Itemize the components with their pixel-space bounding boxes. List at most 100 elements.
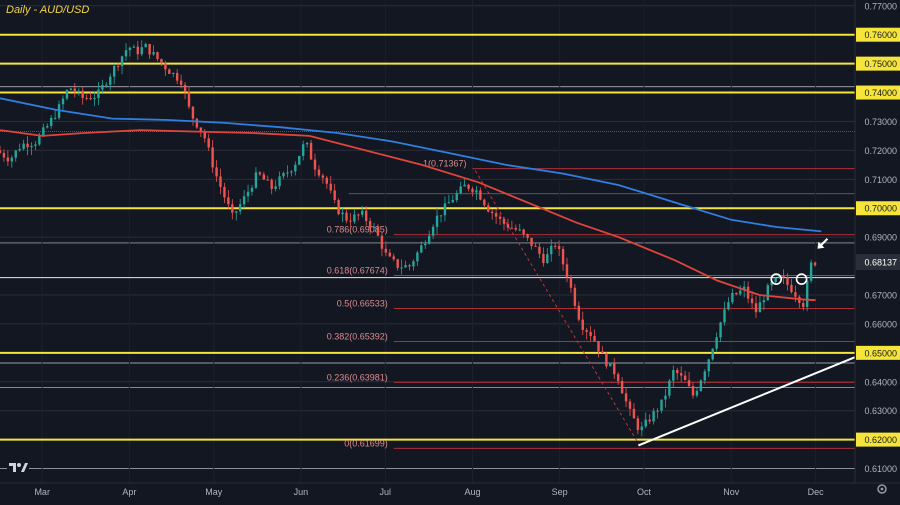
- candle-body: [207, 138, 210, 148]
- candle-body: [227, 197, 230, 205]
- candle-body: [656, 410, 659, 412]
- candle-body: [254, 172, 258, 188]
- candle-body: [644, 419, 647, 427]
- time-tick-label: Mar: [34, 487, 50, 497]
- candle-body: [132, 46, 136, 48]
- time-axis: Mar Apr May Jun Jul Aug Sep Oct Nov Dec: [0, 482, 900, 497]
- candle-body: [364, 210, 368, 222]
- candle-body: [565, 264, 569, 278]
- candle-body: [676, 370, 679, 374]
- candle-body: [628, 401, 632, 409]
- candle-body: [420, 245, 423, 253]
- candle-body: [2, 152, 6, 158]
- candle-body: [660, 399, 663, 411]
- key-level-tag: [856, 56, 900, 71]
- candle-body: [65, 90, 69, 99]
- candle-body: [762, 300, 766, 303]
- fib-level-label: 0.786(0.69085): [327, 225, 388, 235]
- candle-body: [0, 150, 2, 153]
- candle-body: [479, 190, 482, 200]
- candle-body: [278, 176, 281, 187]
- candle-body: [223, 186, 226, 198]
- candle-body: [534, 245, 537, 247]
- candle-body: [49, 117, 53, 126]
- candle-body: [368, 221, 372, 228]
- candle-body: [546, 254, 549, 264]
- swing-high-circle: [795, 273, 808, 285]
- candle-body: [522, 229, 525, 235]
- settings-gear-icon[interactable]: [877, 484, 887, 494]
- candle-body: [349, 220, 352, 222]
- candle-body: [703, 371, 707, 381]
- price-tick-label: 0.77000: [864, 1, 897, 11]
- candle-body: [203, 132, 206, 139]
- candle-body: [601, 351, 604, 354]
- candle-body: [329, 183, 332, 191]
- candle-body: [805, 280, 809, 307]
- candle-body: [85, 97, 88, 99]
- candle-body: [211, 147, 214, 168]
- fib-level-label: 0.5(0.66533): [337, 299, 388, 309]
- candle-body: [652, 411, 655, 422]
- candle-body: [333, 190, 336, 201]
- candle-body: [18, 149, 21, 151]
- candle-body: [687, 380, 691, 387]
- candle-body: [487, 205, 490, 212]
- candle-body: [561, 248, 565, 265]
- candle-body: [97, 89, 100, 99]
- annotations: [638, 238, 856, 447]
- candle-body: [679, 373, 683, 376]
- candle-body: [790, 284, 793, 293]
- candle-body: [754, 303, 758, 313]
- price-tick-label: 0.69000: [864, 233, 897, 243]
- candle-body: [506, 223, 510, 228]
- candle-body: [187, 91, 191, 107]
- price-tick-label: 0.71000: [864, 175, 897, 185]
- candle-body: [707, 359, 710, 372]
- candle-body: [719, 322, 722, 338]
- candle-body: [38, 135, 41, 145]
- candle-body: [731, 292, 734, 303]
- candle-body: [61, 98, 65, 105]
- fib-level-label: 0.236(0.63981): [327, 372, 388, 382]
- candle-body: [471, 188, 474, 193]
- price-axis: 0.77000 0.76000 0.75000 0.74000 0.73000 0.720…: [854, 0, 900, 500]
- candle-body: [490, 211, 494, 214]
- candle-body: [483, 199, 486, 206]
- key-level-tag-label: 0.76000: [864, 30, 897, 40]
- candle-body: [463, 184, 466, 187]
- candle-body: [439, 215, 443, 217]
- time-tick-label: Oct: [637, 487, 652, 497]
- candle-body: [128, 47, 132, 51]
- time-tick-label: Nov: [723, 487, 740, 497]
- candle-body: [357, 214, 360, 216]
- time-tick-label: Dec: [808, 487, 825, 497]
- candle-body: [770, 282, 773, 286]
- candle-body: [231, 204, 234, 213]
- candle-body: [341, 212, 344, 215]
- candle-body: [105, 84, 108, 86]
- candle-body: [514, 227, 518, 230]
- candle-body: [447, 202, 451, 204]
- candle-body: [518, 229, 521, 231]
- candle-body: [160, 59, 163, 64]
- price-tick-label: 0.67000: [864, 291, 897, 301]
- candle-body: [6, 157, 10, 162]
- candle-body: [786, 277, 789, 285]
- price-tick-label: 0.72000: [864, 146, 897, 156]
- candle-body: [152, 52, 155, 55]
- candle-body: [140, 47, 143, 55]
- candle-body: [475, 190, 478, 193]
- fib-level-label: 0.382(0.65392): [327, 332, 388, 342]
- candle-body: [711, 348, 714, 360]
- candle-body: [116, 65, 120, 67]
- current-price-tag: [856, 254, 900, 271]
- key-level-tag-label: 0.62000: [864, 435, 897, 445]
- candle-body: [321, 175, 325, 178]
- candle-body: [199, 127, 203, 133]
- candle-body: [632, 408, 636, 419]
- fib-level-label: 0(0.61699): [344, 438, 388, 448]
- moving-average-blue: [0, 97, 822, 233]
- candle-body: [392, 256, 395, 260]
- candle-body: [585, 329, 588, 332]
